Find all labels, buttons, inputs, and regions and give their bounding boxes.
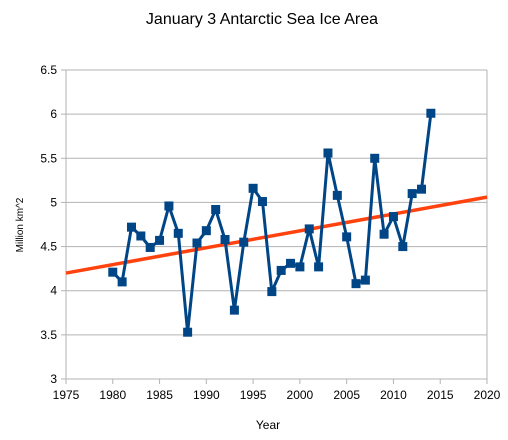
data-point [164, 201, 174, 211]
data-point [201, 226, 211, 236]
y-tick-label: 5.5 [40, 151, 57, 165]
data-point [360, 275, 370, 285]
data-point [379, 229, 389, 239]
data-point [295, 262, 305, 272]
axes: 3 3.5 4 4.5 5 5.5 6 6.5 1975 1980 1985 1990 1995 2000… [40, 63, 500, 402]
data-point [126, 222, 136, 232]
data-point [136, 231, 146, 241]
trendline [65, 195, 488, 275]
y-tick-label: 5 [50, 195, 57, 209]
data-point [183, 327, 193, 337]
x-tick-label: 1995 [240, 388, 267, 402]
data-point [173, 228, 183, 238]
data-point [314, 262, 324, 272]
data-point [332, 190, 342, 200]
trendline-group [65, 195, 488, 275]
y-tick-label: 4 [50, 284, 57, 298]
x-tick-label: 2020 [474, 388, 501, 402]
data-point [407, 189, 417, 199]
x-tick-label: 1980 [99, 388, 126, 402]
data-point [211, 204, 221, 214]
data-point [229, 305, 239, 315]
x-tick-label: 1975 [53, 388, 80, 402]
x-tick-label: 1985 [146, 388, 173, 402]
y-tick-label: 3 [50, 372, 57, 386]
y-tick-label: 3.5 [40, 328, 57, 342]
data-point [192, 238, 202, 248]
data-point [426, 108, 436, 118]
data-point [276, 265, 286, 275]
data-point [286, 258, 296, 268]
y-tick-label: 6.5 [40, 63, 57, 77]
data-point [155, 235, 165, 245]
data-point [117, 277, 127, 287]
series-group [108, 108, 436, 337]
x-tick-label: 2000 [287, 388, 314, 402]
x-tick-label: 2005 [333, 388, 360, 402]
data-point [417, 184, 427, 194]
y-tick-label: 4.5 [40, 240, 57, 254]
x-axis-label: Year [256, 418, 280, 432]
data-point [267, 287, 277, 297]
data-point [370, 153, 380, 163]
data-point [257, 197, 267, 207]
data-point [239, 237, 249, 247]
y-axis-label: Million km^2 [15, 197, 26, 252]
data-point [388, 212, 398, 222]
data-point [145, 242, 155, 252]
data-point [248, 183, 258, 193]
data-point [220, 235, 230, 245]
x-tick-label: 1990 [193, 388, 220, 402]
x-tick-label: 2015 [427, 388, 454, 402]
data-point [323, 148, 333, 158]
series-line [111, 113, 433, 334]
gridlines [66, 69, 487, 380]
y-tick-label: 6 [50, 107, 57, 121]
data-point [351, 279, 361, 289]
data-point [342, 232, 352, 242]
data-point [304, 224, 314, 234]
data-point [398, 242, 408, 252]
chart-title: January 3 Antarctic Sea Ice Area [146, 11, 378, 28]
data-point [108, 267, 118, 277]
x-tick-label: 2010 [380, 388, 407, 402]
